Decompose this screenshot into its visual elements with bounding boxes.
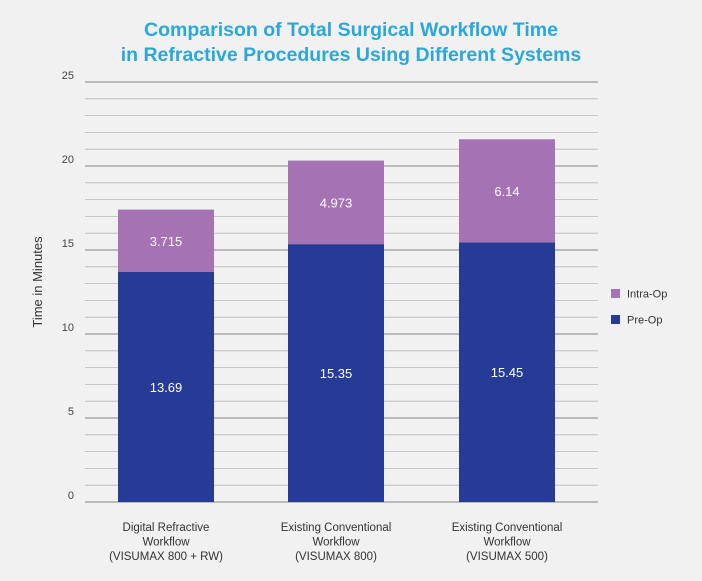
legend-label: Pre-Op bbox=[627, 315, 662, 327]
category-label: Digital Refractive Workflow (VISUMAX 800 +… bbox=[109, 522, 223, 563]
y-tick-label: 5 bbox=[68, 406, 74, 418]
legend: Intra-Op Pre-Op bbox=[611, 289, 667, 327]
category-labels: Digital Refractive Workflow (VISUMAX 800 +… bbox=[109, 522, 562, 563]
y-tick-label: 25 bbox=[62, 70, 74, 82]
y-axis-label: Time in Minutes bbox=[30, 236, 45, 328]
bar-pre-op-2 bbox=[288, 244, 384, 502]
legend-label: Intra-Op bbox=[627, 289, 667, 301]
chart-title: Comparison of Total Surgical Workflow Ti… bbox=[0, 18, 702, 68]
bar-intra-op-1 bbox=[118, 209, 214, 273]
bars bbox=[118, 139, 555, 502]
legend-swatch-pre-op bbox=[611, 315, 620, 324]
y-tick-labels: 0 5 10 15 20 25 bbox=[62, 70, 74, 502]
chart-title-line-2: in Refractive Procedures Using Different… bbox=[120, 44, 582, 66]
y-tick-label: 10 bbox=[62, 322, 74, 334]
data-label: 3.715 bbox=[150, 234, 183, 249]
bar-pre-op-1 bbox=[118, 272, 214, 502]
y-tick-label: 20 bbox=[62, 154, 74, 166]
chart-title-line-1: Comparison of Total Surgical Workflow Ti… bbox=[144, 19, 558, 41]
data-label: 15.35 bbox=[320, 366, 353, 381]
bar-intra-op-3 bbox=[459, 139, 555, 243]
category-label: Existing Conventional Workflow (VISUMAX 50… bbox=[452, 522, 563, 563]
y-tick-label: 15 bbox=[62, 238, 74, 250]
data-label: 13.69 bbox=[150, 380, 183, 395]
category-label: Existing Conventional Workflow (VISUMAX 80… bbox=[281, 522, 392, 563]
data-label: 4.973 bbox=[320, 195, 353, 210]
data-label: 15.45 bbox=[491, 365, 524, 380]
y-tick-label: 0 bbox=[68, 490, 74, 502]
bar-intra-op-2 bbox=[288, 160, 384, 245]
bar-pre-op-3 bbox=[459, 242, 555, 502]
legend-swatch-intra-op bbox=[611, 289, 620, 298]
data-labels: 13.69 3.715 15.35 4.973 15.45 6.14 bbox=[150, 184, 524, 395]
data-label: 6.14 bbox=[494, 184, 519, 199]
